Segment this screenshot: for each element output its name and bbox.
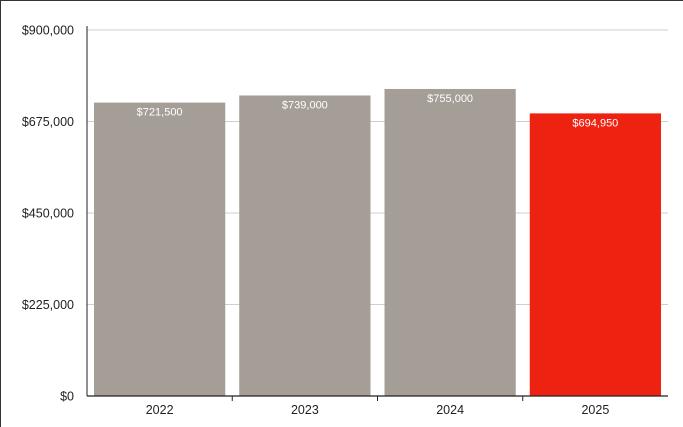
x-tick-label: 2025 [581,403,609,417]
bar-value-label: $694,950 [572,117,618,129]
frame-border-left [0,0,1,427]
bar [239,95,370,396]
y-tick-label: $450,000 [22,207,74,221]
bar [385,89,516,396]
bar [530,113,661,396]
y-tick-label: $900,000 [22,24,74,38]
bar-value-label: $721,500 [137,107,183,119]
bar-value-label: $755,000 [427,93,473,105]
x-tick-label: 2024 [436,403,464,417]
frame-border-top [0,0,683,1]
y-tick-label: $675,000 [22,115,74,129]
x-tick-label: 2023 [291,403,319,417]
x-tick-label: 2022 [146,403,174,417]
bar-value-label: $739,000 [282,99,328,111]
bar [94,103,225,396]
y-tick-label: $0 [60,390,74,404]
bars-layer [94,89,661,396]
y-tick-label: $225,000 [22,298,74,312]
